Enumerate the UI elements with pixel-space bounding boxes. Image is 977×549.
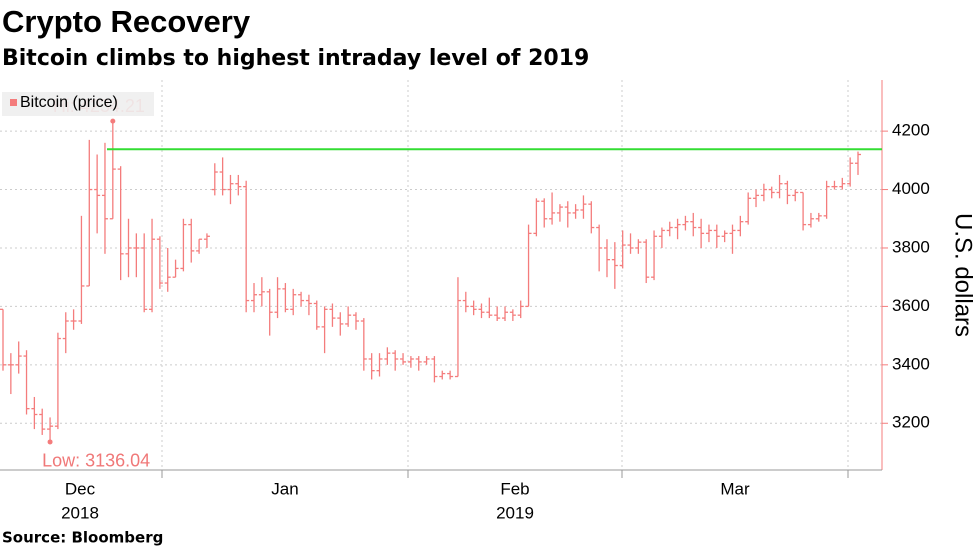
legend-box <box>2 92 154 116</box>
low-annotation: Low: 3136.04 <box>42 451 150 471</box>
chart-subtitle: Bitcoin climbs to highest intraday level… <box>2 46 589 71</box>
y-tick-label: 3800 <box>892 237 930 256</box>
y-tick-label: 3400 <box>892 354 930 373</box>
x-year-label: 2019 <box>496 503 534 522</box>
y-tick-label: 3200 <box>892 413 930 432</box>
chart-title: Crypto Recovery <box>2 4 251 39</box>
legend-label: Bitcoin (price) <box>20 94 118 111</box>
x-tick-label: Mar <box>720 479 750 498</box>
high-marker <box>110 118 116 124</box>
low-marker <box>47 439 53 445</box>
x-year-label: 2018 <box>61 503 99 522</box>
y-axis-label: U.S. dollars <box>950 213 977 337</box>
x-tick-label: Dec <box>65 479 96 498</box>
y-tick-label: 4200 <box>892 121 930 140</box>
x-tick-label: Feb <box>500 479 529 498</box>
source: Source: Bloomberg <box>2 529 163 547</box>
x-tick-label: Jan <box>271 479 298 498</box>
y-tick-label: 4000 <box>892 179 930 198</box>
legend-swatch <box>10 99 17 106</box>
y-tick-label: 3600 <box>892 296 930 315</box>
